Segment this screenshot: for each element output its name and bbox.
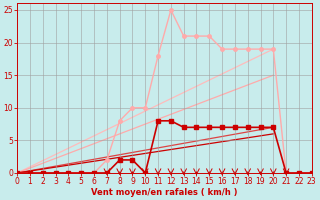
X-axis label: Vent moyen/en rafales ( km/h ): Vent moyen/en rafales ( km/h ) [91,188,238,197]
